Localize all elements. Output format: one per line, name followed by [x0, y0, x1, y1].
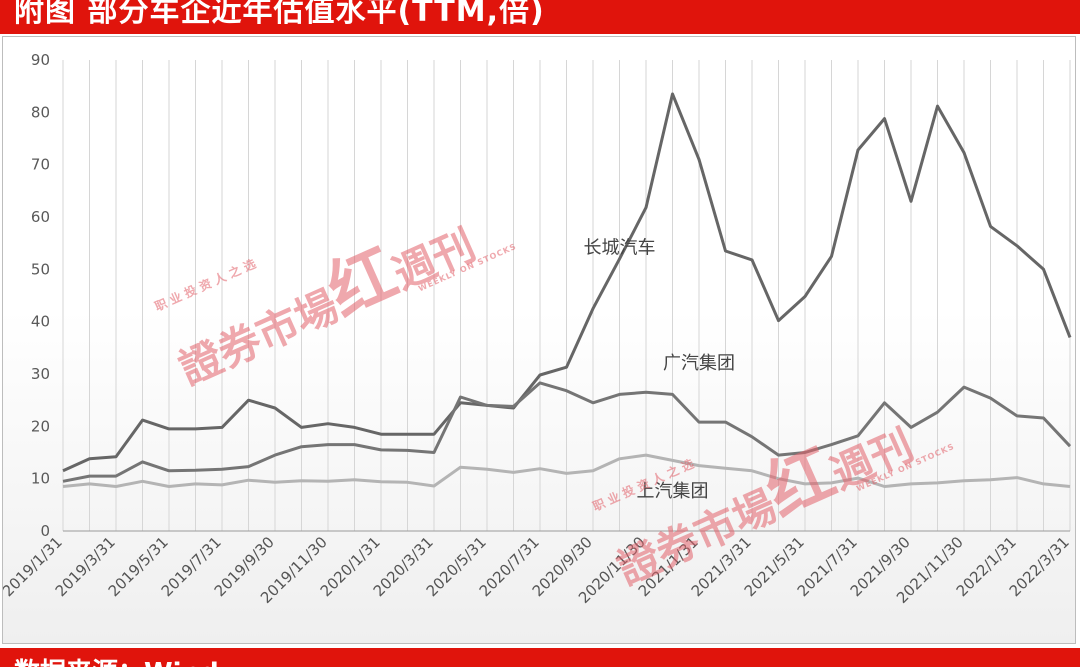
y-tick-label: 90 — [31, 51, 50, 69]
series-label: 长城汽车 — [584, 238, 656, 259]
series-line — [62, 381, 1072, 483]
y-tick-label: 60 — [31, 208, 50, 226]
series-line — [62, 92, 1072, 473]
series-label: 上汽集团 — [637, 481, 709, 502]
y-tick-label: 80 — [31, 103, 50, 121]
line-chart: 01020304050607080902019/1/312019/3/31201… — [3, 51, 1073, 607]
y-tick-label: 40 — [31, 313, 50, 331]
y-tick-label: 70 — [31, 156, 50, 174]
figure-title: 附图 部分车企近年估值水平(TTM,倍) — [14, 0, 545, 29]
y-tick-label: 20 — [31, 417, 50, 435]
source-note: 数据来源：Wind — [14, 652, 219, 667]
y-tick-label: 50 — [31, 260, 50, 278]
y-tick-label: 30 — [31, 365, 50, 383]
y-tick-label: 0 — [40, 522, 50, 540]
source-banner: 数据来源：Wind — [0, 648, 1080, 667]
chart-frame: 0 10 20 30 40 50 60 70 80 90 2019/1/31 2019/3/31 201… — [2, 36, 1076, 644]
series-label: 广汽集团 — [663, 353, 735, 374]
y-tick-label: 10 — [31, 470, 50, 488]
series-line — [62, 453, 1071, 488]
title-banner: 附图 部分车企近年估值水平(TTM,倍) — [0, 0, 1080, 34]
